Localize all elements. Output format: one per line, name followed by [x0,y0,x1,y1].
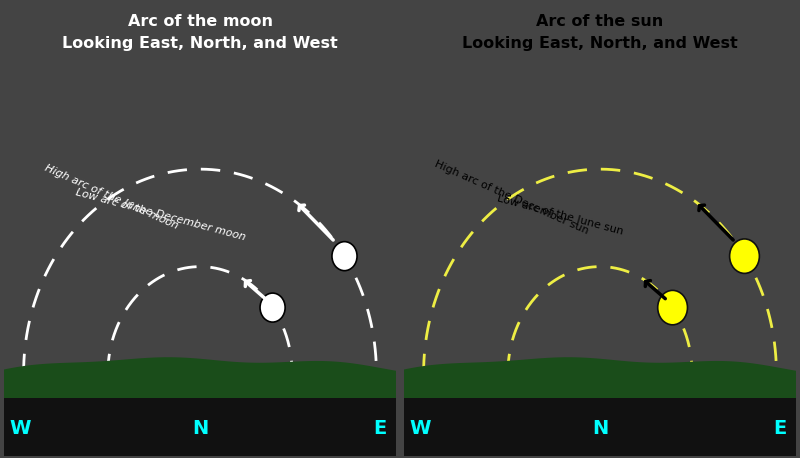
Text: W: W [409,419,430,438]
Text: Arc of the moon: Arc of the moon [127,14,273,29]
Circle shape [332,242,357,271]
Text: Arc of the sun: Arc of the sun [536,14,664,29]
Text: W: W [9,419,30,438]
Text: Low arc of the June sun: Low arc of the June sun [497,194,625,237]
Circle shape [658,290,687,325]
Circle shape [260,293,285,322]
Polygon shape [404,357,796,399]
Text: E: E [774,419,787,438]
Circle shape [730,239,759,273]
Text: Looking East, North, and West: Looking East, North, and West [462,36,738,51]
Text: Low arc of the December moon: Low arc of the December moon [74,188,246,243]
Text: E: E [374,419,387,438]
Text: N: N [592,419,608,438]
Polygon shape [4,398,396,456]
Polygon shape [4,357,396,399]
Text: Looking East, North, and West: Looking East, North, and West [62,36,338,51]
Text: High arc of the June moon: High arc of the June moon [43,164,180,231]
Text: N: N [192,419,208,438]
Text: High arc of the December sun: High arc of the December sun [434,159,590,236]
Polygon shape [404,398,796,456]
